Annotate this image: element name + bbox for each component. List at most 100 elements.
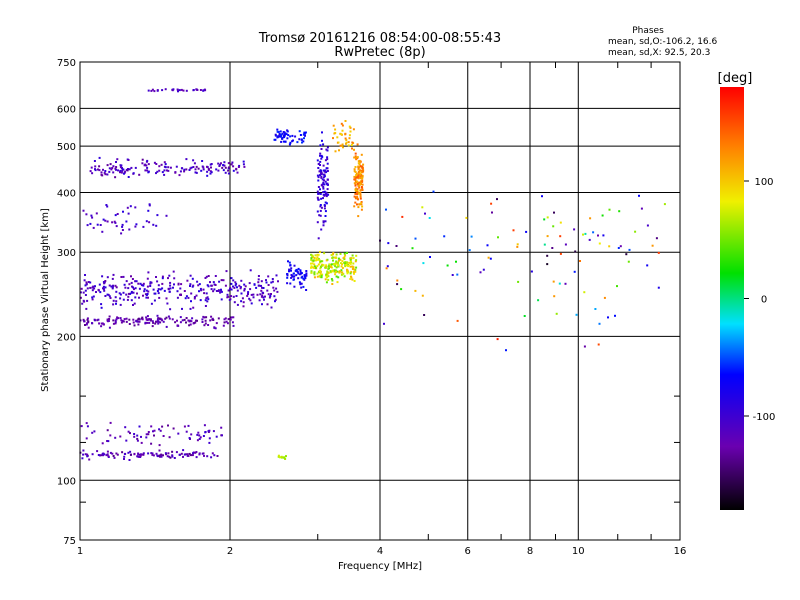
data-point — [197, 167, 200, 170]
data-point — [134, 225, 137, 228]
data-point — [288, 261, 291, 264]
data-point — [646, 264, 649, 267]
data-point — [280, 133, 283, 136]
data-point — [347, 264, 350, 267]
data-point — [101, 230, 104, 233]
data-point — [121, 168, 124, 171]
data-point — [302, 285, 305, 288]
data-point — [144, 321, 147, 324]
data-point — [318, 170, 321, 173]
data-point — [300, 138, 303, 141]
data-point — [275, 274, 278, 277]
data-point — [234, 284, 237, 287]
data-point — [179, 316, 182, 319]
data-point — [84, 324, 86, 326]
data-point — [196, 433, 199, 436]
data-point — [300, 276, 303, 279]
data-point — [168, 274, 171, 277]
data-point — [347, 144, 350, 147]
data-point — [350, 275, 352, 278]
data-point — [271, 280, 274, 283]
data-point — [125, 317, 128, 320]
data-point — [91, 453, 94, 456]
data-point — [102, 281, 105, 283]
data-point — [283, 134, 286, 137]
data-point — [424, 212, 426, 215]
data-point — [93, 430, 96, 433]
data-point — [304, 277, 307, 280]
data-point — [289, 264, 292, 267]
data-point — [123, 318, 126, 321]
data-point — [323, 183, 326, 186]
data-point — [277, 454, 280, 457]
data-point — [290, 267, 293, 270]
data-point — [625, 253, 628, 256]
data-point — [325, 273, 328, 276]
data-point — [85, 307, 88, 310]
data-point — [293, 264, 296, 267]
data-point — [411, 247, 414, 250]
data-point — [617, 247, 620, 249]
data-point — [230, 163, 233, 166]
data-point — [297, 277, 300, 280]
data-point — [335, 271, 337, 274]
data-point — [356, 190, 359, 192]
data-point — [607, 316, 609, 319]
data-point — [337, 276, 340, 279]
data-point — [260, 284, 262, 287]
data-point — [335, 275, 338, 278]
data-point — [353, 272, 355, 275]
data-point — [79, 296, 82, 299]
data-point — [241, 297, 244, 300]
data-point — [87, 281, 90, 283]
data-point — [300, 286, 303, 289]
data-point — [202, 315, 205, 318]
data-point — [298, 281, 301, 284]
data-point — [111, 167, 114, 169]
data-point — [337, 257, 340, 260]
data-point — [332, 253, 334, 256]
data-point — [188, 320, 191, 323]
data-point — [100, 454, 103, 457]
data-point — [387, 242, 390, 245]
data-point — [124, 286, 127, 289]
data-point — [179, 170, 182, 173]
data-point — [190, 320, 193, 323]
data-point — [227, 318, 230, 321]
data-point — [339, 270, 341, 273]
data-point — [85, 281, 88, 284]
data-point — [185, 158, 188, 161]
data-point — [294, 135, 297, 138]
data-point — [319, 276, 322, 279]
data-point — [181, 307, 183, 310]
data-point — [101, 174, 104, 177]
data-point — [356, 193, 359, 196]
data-point — [349, 130, 352, 133]
data-point — [342, 272, 345, 275]
data-point — [95, 291, 97, 293]
data-point — [120, 171, 123, 174]
data-point — [174, 171, 177, 174]
data-point — [350, 257, 353, 260]
data-point — [196, 89, 199, 91]
data-point — [171, 455, 174, 458]
data-point — [215, 435, 218, 438]
data-point — [334, 269, 337, 272]
data-point — [114, 167, 117, 170]
data-point — [291, 275, 294, 278]
data-point — [202, 168, 205, 171]
data-point — [87, 320, 90, 323]
data-point — [357, 181, 360, 184]
data-point — [583, 291, 586, 294]
data-point — [187, 454, 190, 457]
data-point — [304, 131, 307, 134]
data-point — [573, 270, 576, 273]
data-point — [360, 153, 363, 156]
data-point — [349, 278, 352, 280]
data-point — [337, 259, 340, 262]
data-point — [133, 435, 136, 438]
data-point — [320, 184, 323, 187]
data-point — [142, 225, 145, 228]
data-point — [192, 284, 195, 287]
data-point — [592, 231, 595, 234]
